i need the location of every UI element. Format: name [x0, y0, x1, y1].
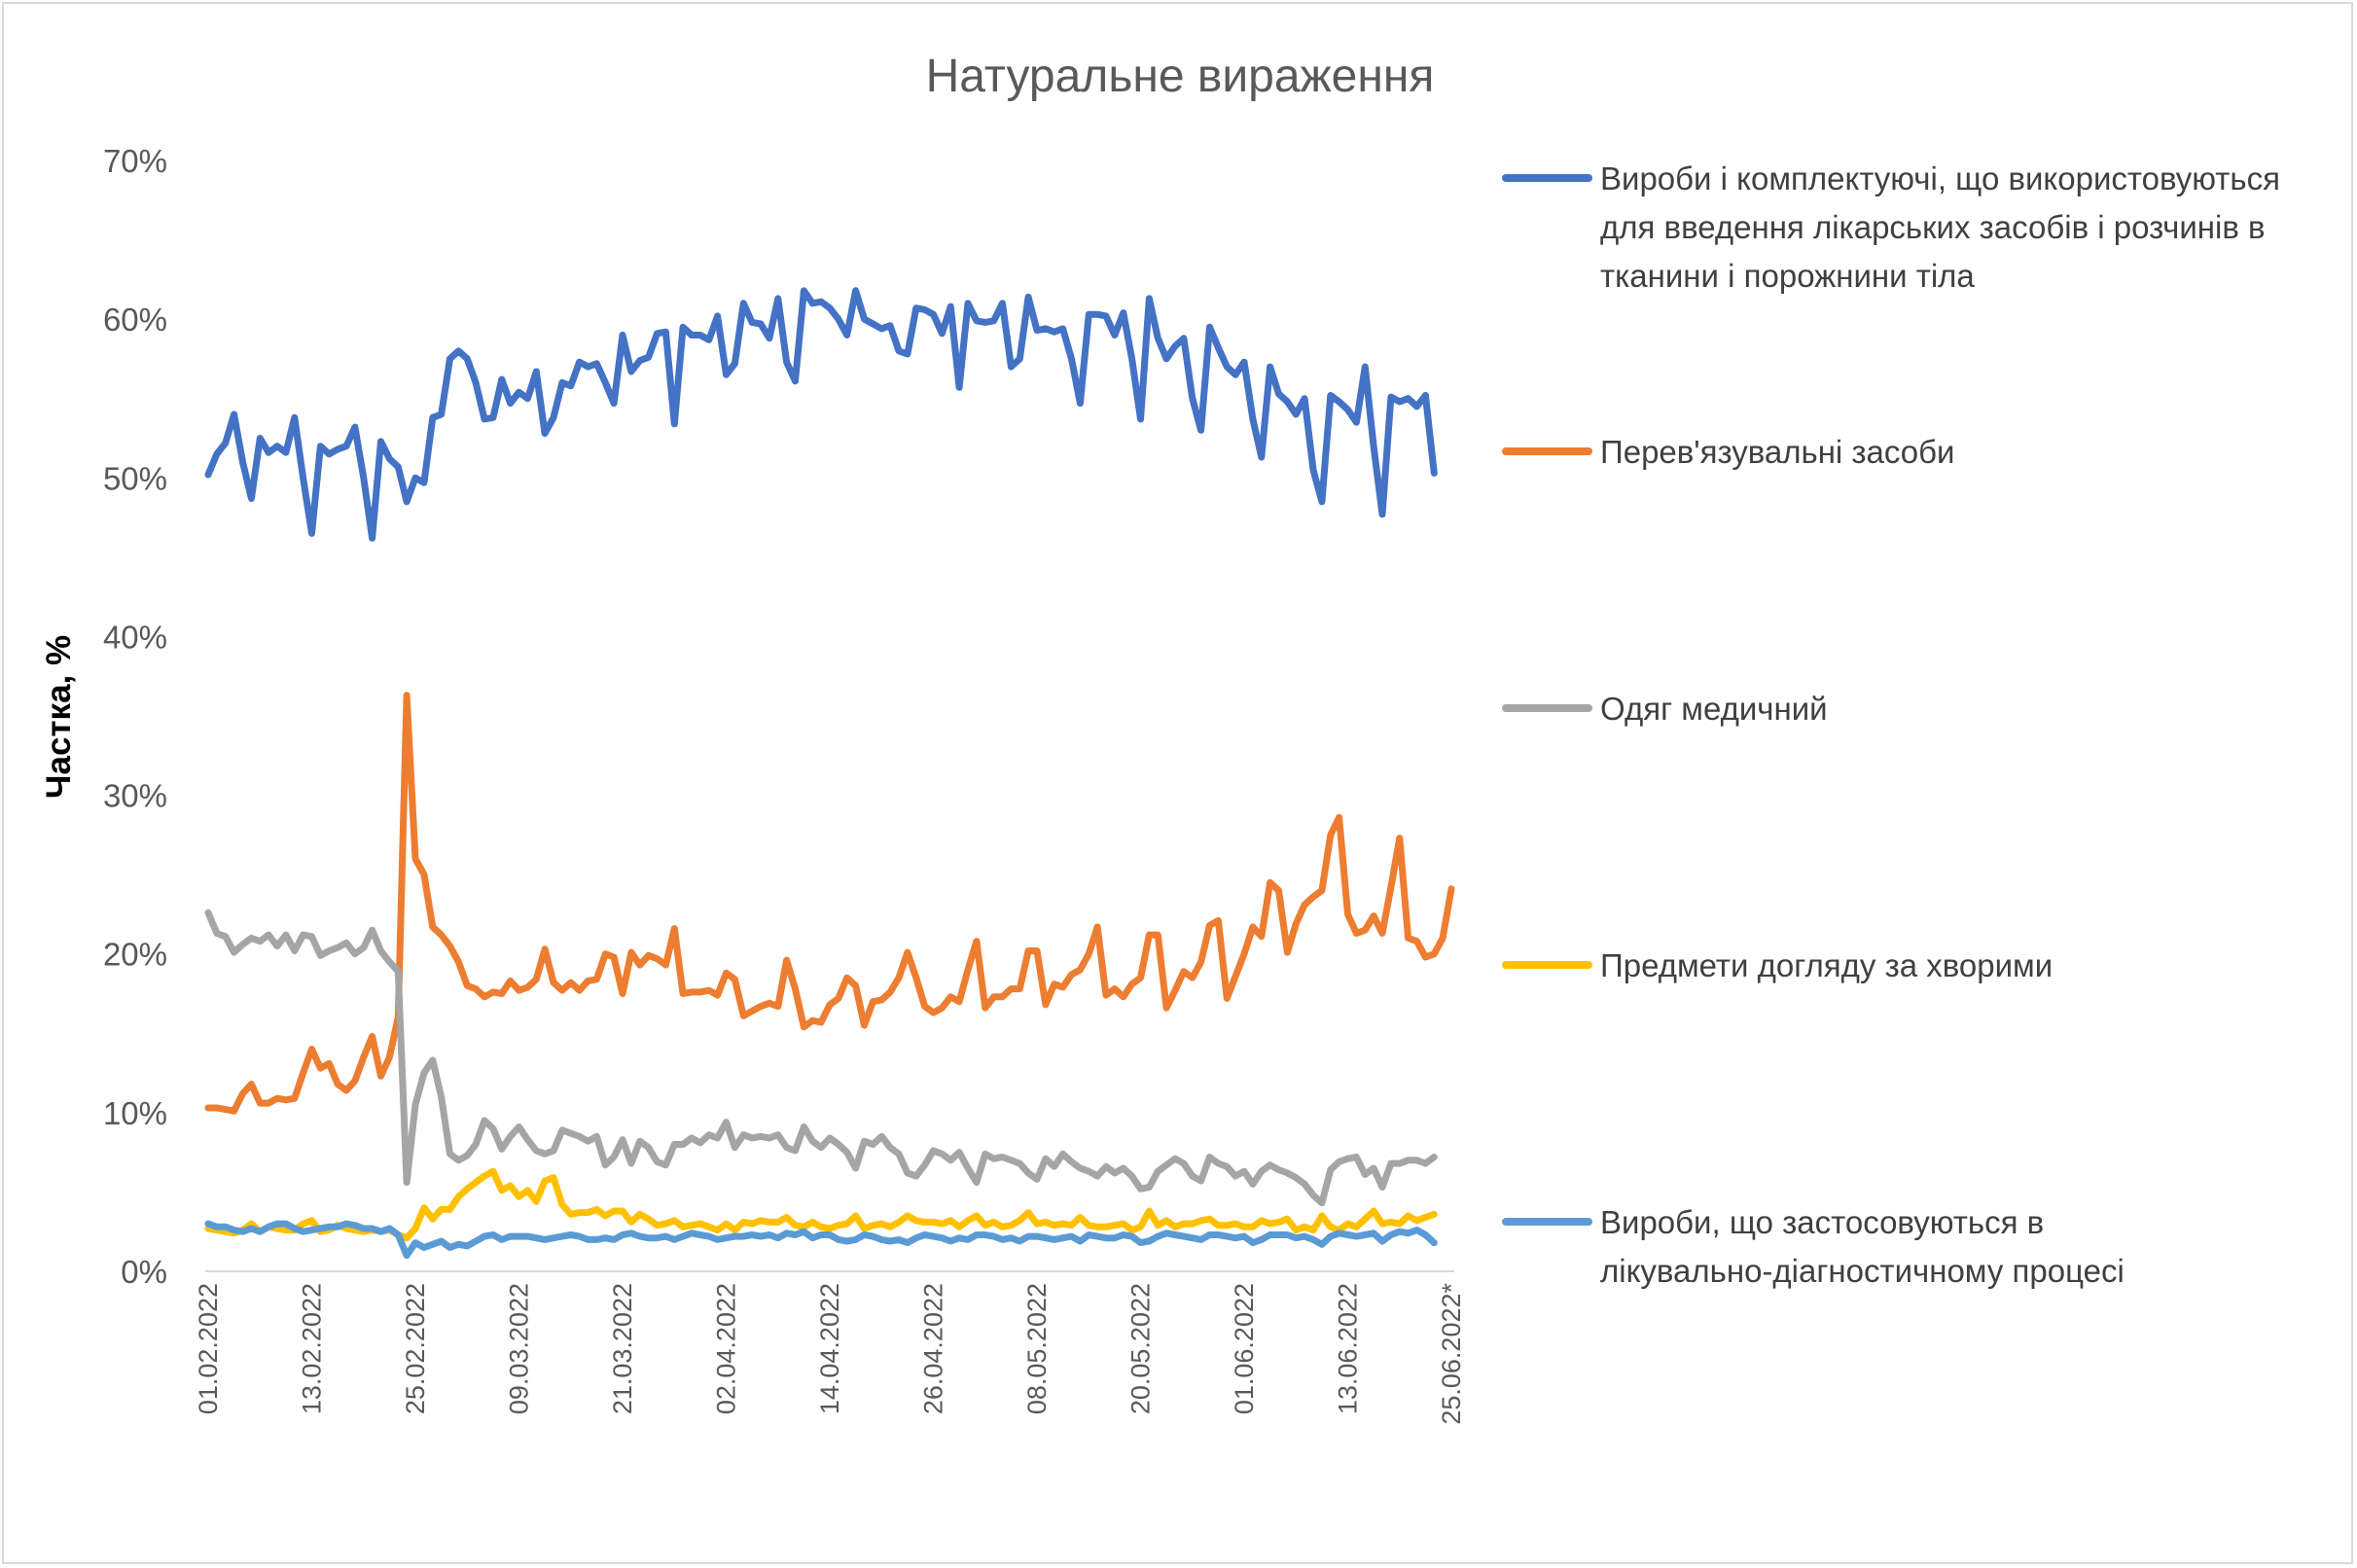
series-line-1 [204, 287, 1438, 542]
x-tick-label: 13.06.2022 [1334, 1283, 1363, 1414]
x-tick-label: 01.06.2022 [1230, 1283, 1259, 1414]
y-tick-label: 0% [121, 1254, 167, 1290]
y-tick-label: 60% [103, 302, 167, 338]
x-tick-label: 25.06.2022* [1437, 1283, 1466, 1425]
y-tick-label: 10% [103, 1095, 167, 1131]
x-tick-label: 01.02.2022 [194, 1283, 223, 1414]
y-tick-label: 20% [103, 937, 167, 973]
y-tick-label: 40% [103, 619, 167, 655]
x-tick-label: 26.04.2022 [919, 1283, 948, 1414]
x-tick-label: 08.05.2022 [1022, 1283, 1052, 1414]
x-tick-label: 09.03.2022 [505, 1283, 534, 1414]
x-tick-label: 13.02.2022 [298, 1283, 327, 1414]
x-tick-label: 02.04.2022 [712, 1283, 741, 1414]
legend-entry-2: Перев'язувальні засоби [1600, 434, 1954, 470]
x-axis-ticks: 01.02.2022 13.02.2022 25.02.2022 09.03.2022… [194, 1283, 1466, 1425]
y-tick-label: 70% [103, 143, 167, 179]
legend-entry-3: Одяг медичний [1600, 691, 1828, 727]
y-axis-label: Частка, % [40, 635, 78, 799]
x-tick-label: 21.03.2022 [608, 1283, 637, 1414]
series-line-4 [204, 1167, 1438, 1242]
legend: Вироби і комплектуючі, що використовують… [1502, 160, 2280, 1289]
x-tick-label: 14.04.2022 [815, 1283, 844, 1414]
y-axis-ticks: 0% 10% 20% 30% 40% 50% 60% 70% [103, 143, 167, 1290]
series-line-3 [204, 909, 1438, 1207]
chart-title: Натуральне вираження [926, 51, 1435, 102]
legend-entry-1: Вироби і комплектуючі, що використовують… [1600, 160, 2280, 294]
x-tick-label: 20.05.2022 [1126, 1283, 1156, 1414]
legend-entry-4: Предмети догляду за хворими [1600, 947, 2053, 983]
x-tick-label: 25.02.2022 [401, 1283, 430, 1414]
series-line-5 [204, 1220, 1438, 1260]
y-tick-label: 30% [103, 778, 167, 814]
y-tick-label: 50% [103, 460, 167, 496]
series-lines [204, 287, 1455, 1260]
series-line-2 [204, 692, 1455, 1115]
legend-entry-5: Вироби, що застосовуються в лікувально-ді… [1600, 1204, 2125, 1289]
